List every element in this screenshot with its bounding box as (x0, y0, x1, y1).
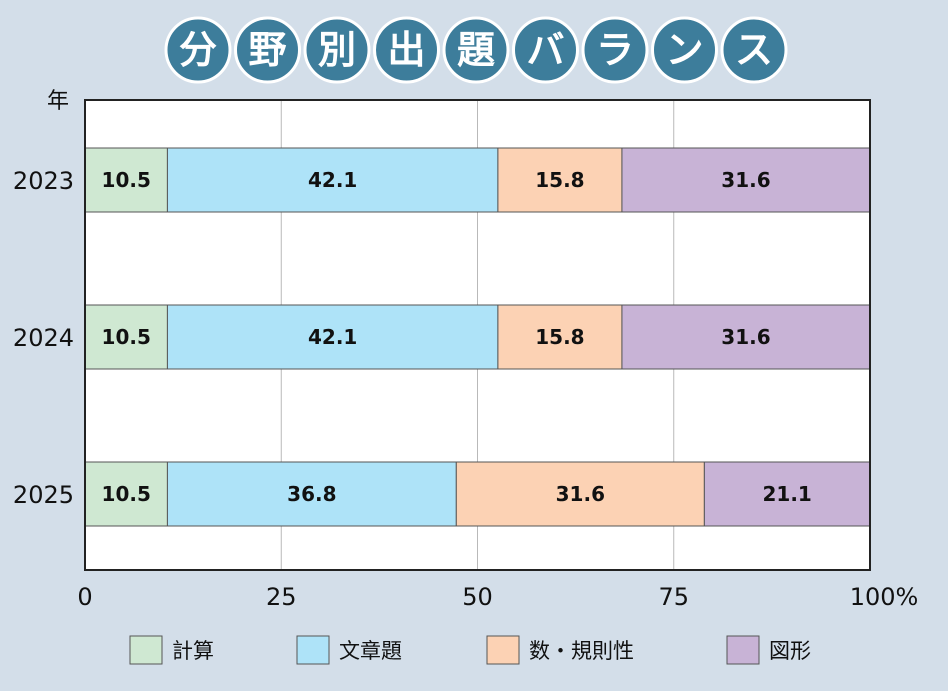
title-char: ス (735, 28, 773, 72)
data-label: 15.8 (535, 325, 584, 349)
bar-segment (497, 147, 623, 213)
legend-item: 数・規則性 (486, 635, 634, 665)
bar-segment (84, 304, 168, 370)
data-label: 10.5 (102, 482, 151, 506)
legend-swatch (296, 635, 330, 665)
title-char: 別 (318, 28, 356, 72)
x-tick-label: 75 (658, 583, 689, 611)
plot-frame (84, 99, 871, 571)
legend-label: 数・規則性 (529, 639, 634, 663)
bar-row-2024: 10.5 42.1 15.8 31.6 (84, 304, 871, 370)
title-char: 分 (179, 28, 217, 72)
y-axis-ticks: 2023 2024 2025 (13, 167, 74, 509)
legend-label: 図形 (769, 639, 811, 663)
bar-row-2023: 10.5 42.1 15.8 31.6 (84, 147, 871, 213)
title-char-badge: ン (651, 16, 718, 84)
x-axis-ticks: 0 25 50 75 100% (77, 583, 918, 611)
data-label: 31.6 (721, 168, 770, 192)
title-char-circle (234, 16, 301, 84)
bar-segment (621, 147, 871, 213)
bar-segment (166, 147, 499, 213)
data-label: 42.1 (308, 168, 357, 192)
title-char: ラ (596, 28, 634, 72)
title-char-circle (581, 16, 649, 84)
bar-segment (497, 304, 623, 370)
title-char-circle (303, 16, 371, 84)
title-char-circle (373, 16, 440, 84)
title-char: 出 (387, 28, 425, 72)
title-char-circle (720, 16, 788, 84)
y-tick-label: 2024 (13, 324, 74, 352)
bars: 10.5 42.1 15.8 31.6 10.5 42.1 15.8 31.6 10.5 36.8… (84, 147, 871, 527)
title-char: 題 (457, 28, 495, 72)
legend-item: 文章題 (296, 635, 402, 665)
x-tick-label: 100% (850, 583, 919, 611)
title-char-badge: 題 (442, 16, 510, 84)
legend: 計算 文章題 数・規則性 図形 (129, 635, 811, 665)
data-label: 36.8 (287, 482, 336, 506)
legend-label: 計算 (172, 639, 214, 663)
data-label: 10.5 (102, 325, 151, 349)
data-label: 31.6 (556, 482, 605, 506)
title-char-badge: 別 (303, 16, 371, 84)
data-label: 31.6 (721, 325, 770, 349)
legend-label: 文章題 (339, 639, 402, 663)
x-tick-label: 50 (462, 583, 493, 611)
bar-segment (166, 304, 499, 370)
y-tick-label: 2023 (13, 167, 74, 195)
x-tick-label: 25 (266, 583, 297, 611)
title-char: 野 (248, 28, 286, 72)
legend-swatch (129, 635, 163, 665)
title-char: バ (526, 28, 564, 72)
title-char: ン (665, 28, 703, 72)
y-axis-unit-label: 年 (47, 89, 69, 114)
data-label: 21.1 (763, 482, 812, 506)
legend-item: 図形 (726, 635, 811, 665)
title-char-badge: バ (512, 16, 579, 84)
title-char-circle (164, 16, 232, 84)
data-label: 10.5 (102, 168, 151, 192)
chart-title: 分野別出題バランス (164, 16, 788, 84)
title-char-circle (442, 16, 510, 84)
legend-item: 計算 (129, 635, 214, 665)
bar-segment (703, 461, 871, 527)
data-label: 42.1 (308, 325, 357, 349)
y-tick-label: 2025 (13, 481, 74, 509)
title-char-badge: ラ (581, 16, 649, 84)
legend-swatch (486, 635, 520, 665)
title-char-badge: 出 (373, 16, 440, 84)
bar-segment (455, 461, 705, 527)
bar-row-2025: 10.5 36.8 31.6 21.1 (84, 461, 871, 527)
title-char-circle (512, 16, 579, 84)
title-char-badge: 分 (164, 16, 232, 84)
title-char-badge: ス (720, 16, 788, 84)
x-tick-label: 0 (77, 583, 92, 611)
legend-swatch (726, 635, 760, 665)
title-char-badge: 野 (234, 16, 301, 84)
data-label: 15.8 (535, 168, 584, 192)
title-char-circle (651, 16, 718, 84)
